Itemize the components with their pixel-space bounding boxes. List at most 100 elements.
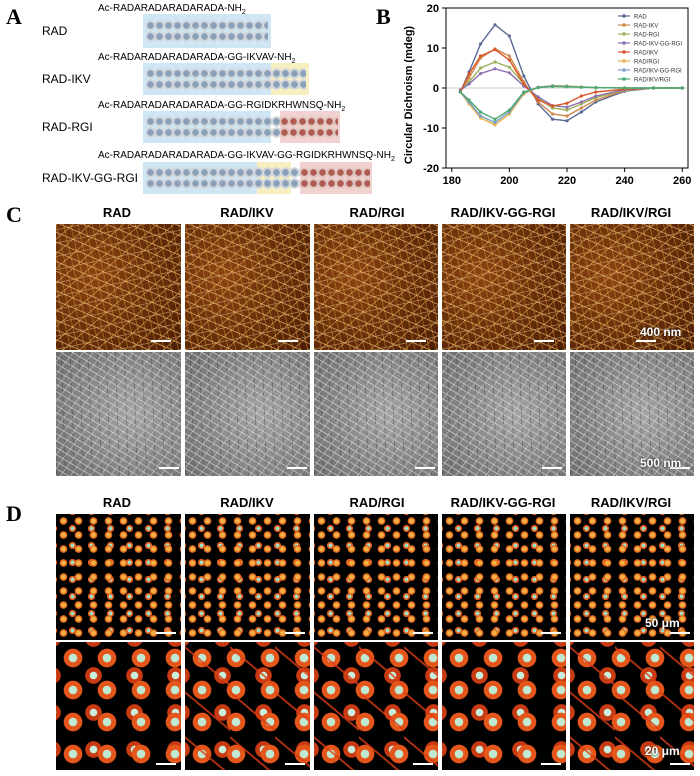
scale-bar — [406, 340, 426, 342]
data-point — [536, 95, 540, 99]
series-line — [459, 48, 683, 107]
scale-bar — [541, 763, 561, 765]
legend-label: RAD/IKV/RGI — [634, 78, 671, 84]
scale-bar — [151, 340, 171, 342]
peptide-name-rad-ikv: RAD-IKV — [42, 72, 91, 86]
scale-bar — [278, 340, 298, 342]
chart-series-layer — [458, 23, 684, 127]
data-point — [522, 74, 526, 78]
scale-bar — [534, 340, 554, 342]
data-point — [594, 90, 598, 94]
column-title: RAD/IKV/RGI — [590, 495, 672, 510]
data-point — [493, 23, 497, 27]
fluorescence-image — [314, 514, 438, 640]
data-point — [550, 104, 555, 108]
afm-image — [314, 224, 438, 350]
data-point — [493, 60, 497, 64]
data-point — [467, 82, 471, 86]
chart-axes: 180 200 220 240 260 -20 -10 0 10 20 — [423, 3, 691, 187]
column-title: RAD — [102, 205, 132, 220]
data-point — [478, 66, 483, 70]
scale-bar — [413, 763, 433, 765]
data-point — [536, 86, 540, 90]
sem-image — [185, 352, 310, 476]
y-tick-label: 20 — [427, 3, 439, 15]
series-line — [459, 47, 683, 117]
scale-bar — [156, 632, 176, 634]
scale-bar — [285, 632, 305, 634]
peptide-sequence-rad-ikv-gg-rgi: Ac-RADARADARADARADA-GG-IKVAV-GG-RGIDKRHW… — [98, 150, 395, 163]
afm-image — [570, 224, 694, 350]
peptide-structure-rad — [146, 20, 268, 42]
legend-marker — [622, 50, 626, 54]
data-point — [493, 48, 497, 52]
legend-marker — [622, 14, 626, 18]
data-point — [579, 110, 584, 114]
data-point — [594, 94, 598, 98]
data-point — [565, 105, 569, 109]
data-point — [579, 85, 584, 89]
scale-label-400nm: 400 nm — [640, 325, 682, 339]
peptide-name-rad-rgi: RAD-RGI — [42, 120, 93, 134]
column-title: RAD/IKV — [220, 495, 274, 510]
data-point — [478, 114, 483, 118]
data-point — [507, 54, 511, 58]
x-tick-label: 180 — [443, 175, 461, 187]
peptide-name-rad-ikv-gg-rgi: RAD-IKV-GG-RGI — [42, 171, 139, 185]
legend-label: RAD — [634, 15, 647, 21]
data-point — [507, 58, 511, 62]
peptide-sequence-rad: Ac-RADARADARADARADA-NH2 — [98, 3, 246, 16]
column-title: RAD/RGI — [349, 205, 405, 220]
x-tick-label: 260 — [673, 175, 691, 187]
data-point — [579, 106, 584, 110]
peptide-structure-rad-rgi — [146, 116, 280, 138]
fluorescence-image — [442, 514, 566, 640]
peptide-structure-rad-ikv — [146, 68, 306, 90]
legend-label: RAD/IKV-GG-RGI — [634, 69, 682, 75]
peptide-sequence-rad-rgi: Ac-RADARADARADARADA-GG-RGIDKRHWNSQ-NH2 — [98, 100, 346, 113]
scale-bar — [287, 467, 307, 469]
column-title: RAD/IKV-GG-RGI — [450, 495, 556, 510]
fluorescence-image-zoom — [56, 642, 181, 770]
sem-image — [56, 352, 181, 476]
scale-bar — [156, 763, 176, 765]
data-point — [565, 114, 569, 118]
scale-bar — [159, 467, 179, 469]
scale-bar — [636, 340, 656, 342]
data-point — [550, 117, 555, 121]
fluorescence-image-zoom — [442, 642, 566, 770]
scale-bar — [541, 632, 561, 634]
data-point — [478, 54, 483, 58]
legend-marker — [622, 77, 626, 81]
series-line — [459, 85, 683, 121]
fluorescence-image — [185, 514, 310, 640]
data-point — [467, 72, 471, 76]
scale-bar — [413, 632, 433, 634]
column-title: RAD/RGI — [349, 495, 405, 510]
data-point — [565, 108, 569, 112]
legend-marker — [622, 41, 626, 45]
y-tick-label: 0 — [433, 83, 439, 95]
fluorescence-image — [570, 514, 694, 640]
sem-image — [570, 352, 694, 476]
legend-label: RAD-IKV — [634, 24, 658, 30]
column-title: RAD/IKV/RGI — [590, 205, 672, 220]
data-point — [507, 71, 511, 75]
data-point — [493, 67, 497, 71]
data-point — [680, 86, 684, 90]
legend-marker — [622, 32, 626, 36]
column-title: RAD/IKV — [220, 205, 274, 220]
data-point — [579, 100, 584, 104]
scale-label-500nm: 500 nm — [640, 456, 682, 470]
data-point — [594, 98, 598, 102]
column-title: RAD — [102, 495, 132, 510]
legend-label: RAD-IKV-GG-RGI — [634, 42, 682, 48]
data-point — [507, 65, 511, 69]
data-point — [522, 82, 526, 86]
scale-bar — [670, 632, 690, 634]
data-point — [550, 84, 555, 88]
panel-d-letter: D — [6, 501, 22, 526]
data-point — [565, 101, 569, 105]
sem-image — [442, 352, 566, 476]
scale-bar — [670, 467, 690, 469]
